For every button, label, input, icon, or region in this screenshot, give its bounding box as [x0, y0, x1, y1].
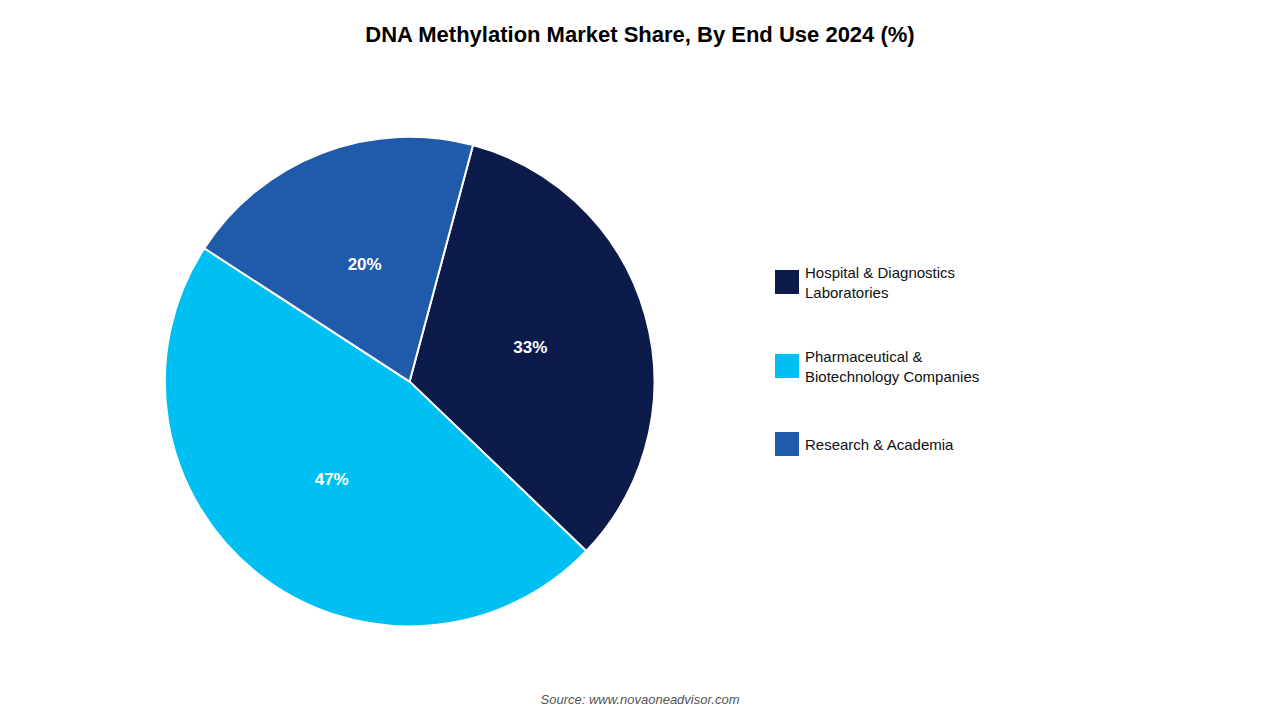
- svg-text:Laboratories: Laboratories: [805, 284, 888, 301]
- svg-text:Pharmaceutical &: Pharmaceutical &: [805, 348, 923, 365]
- svg-text:33%: 33%: [513, 338, 547, 357]
- svg-text:Hospital & Diagnostics: Hospital & Diagnostics: [805, 264, 955, 281]
- svg-text:Research & Academia: Research & Academia: [805, 436, 954, 453]
- svg-text:Biotechnology Companies: Biotechnology Companies: [805, 368, 979, 385]
- svg-text:Source: www.novaoneadvisor.com: Source: www.novaoneadvisor.com: [541, 692, 740, 707]
- svg-text:DNA Methylation Market Share,: DNA Methylation Market Share, By End Use…: [365, 22, 914, 47]
- svg-text:47%: 47%: [315, 470, 349, 489]
- svg-text:20%: 20%: [348, 255, 382, 274]
